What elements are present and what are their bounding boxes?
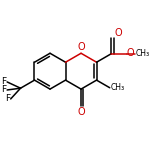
Text: O: O bbox=[77, 42, 85, 52]
Text: CH₃: CH₃ bbox=[111, 83, 124, 92]
Text: O: O bbox=[127, 48, 135, 58]
Text: F: F bbox=[5, 94, 10, 104]
Text: O: O bbox=[115, 28, 123, 38]
Text: O: O bbox=[77, 107, 85, 117]
Text: F: F bbox=[1, 85, 6, 95]
Text: CH₃: CH₃ bbox=[136, 49, 150, 58]
Text: F: F bbox=[1, 77, 6, 86]
